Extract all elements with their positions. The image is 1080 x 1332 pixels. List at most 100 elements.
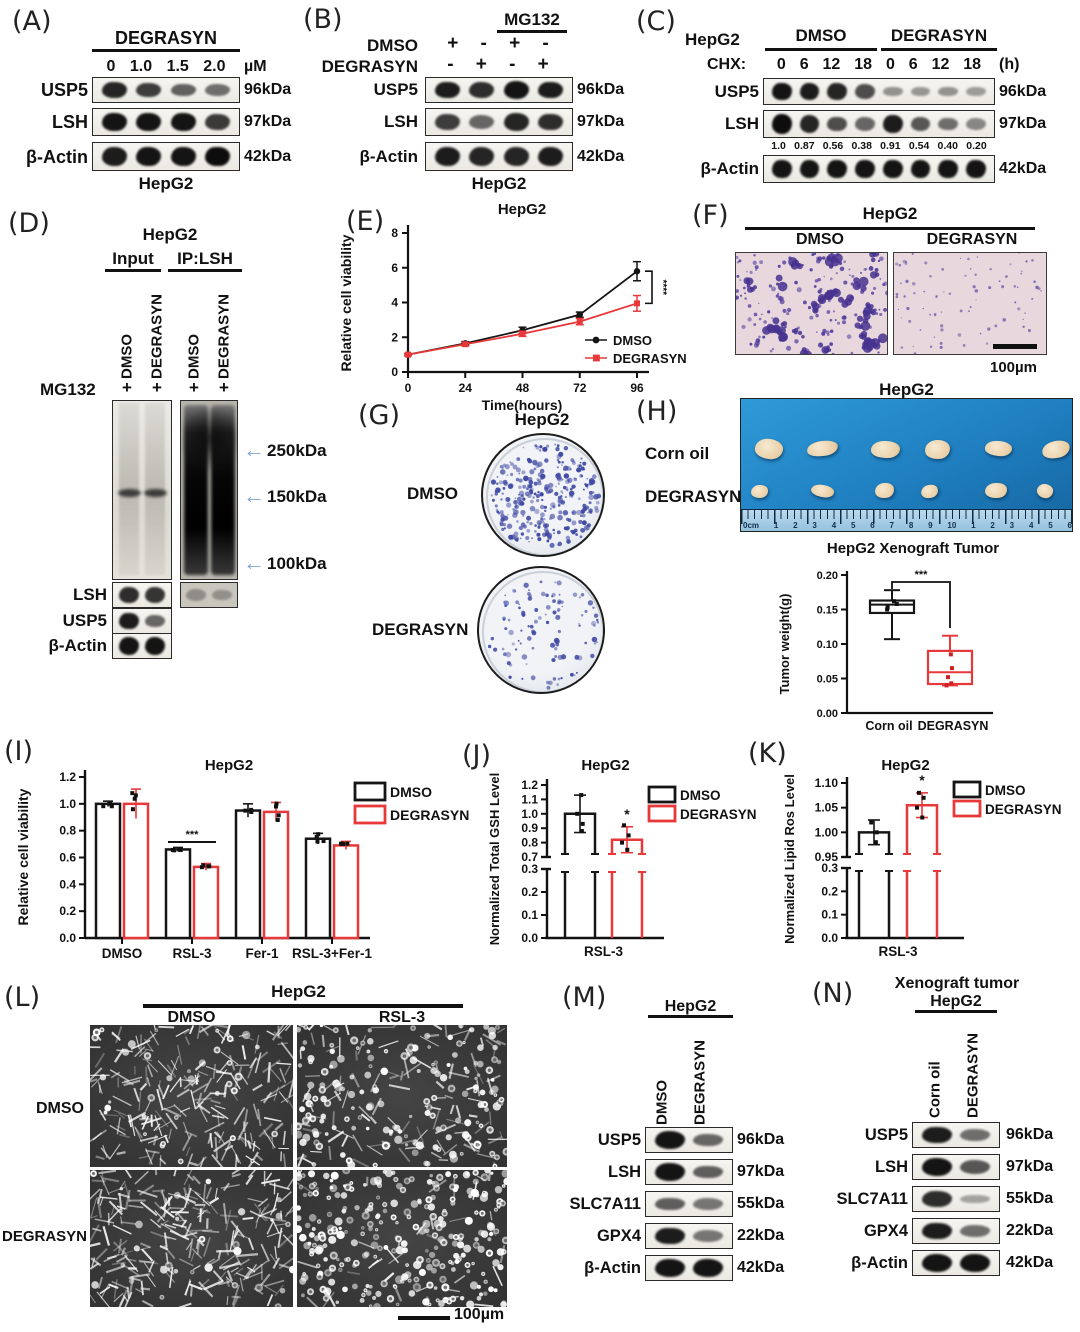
band-shape [693,1198,724,1210]
col-label-dmso: DMSO [167,1009,216,1026]
chart-title: HepG2 Xenograft Tumor [826,540,1000,557]
svg-text:0.20: 0.20 [817,570,838,582]
svg-text:DMSO: DMSO [680,788,721,803]
band-shape [921,1191,952,1207]
panel-label-k: (K) [748,738,787,769]
quant-value: 0.56 [822,140,844,152]
lane-label: Corn oil [926,1061,944,1118]
svg-text:0.8: 0.8 [59,824,76,838]
blot-β-Actin [645,1255,733,1281]
blot-GPX4 [645,1223,733,1249]
dose-value: 0 [106,58,116,75]
phase-image-dmso-dmso [90,1025,293,1167]
grouped-bar-svg: HepG2 Relative cell viability 0.0 0.2 0.4 0.6… [15,757,469,961]
ruler-number: 6 [870,521,875,530]
band-shape [102,112,128,132]
cell-line-title: HepG2 [915,993,997,1013]
blot-β-Actin [425,142,573,171]
box-plot-svg: 0.00 0.05 0.10 0.15 0.20 Tumor weight(g) *** Co… [777,569,993,733]
ruler-number: 1 [971,521,976,530]
cell-line-title: HepG2 [514,410,570,429]
panel-j-gsh-bar-chart: HepG2 Normalized Total GSH Level 0.0 0.1 0.2… [452,732,762,980]
band-shape [960,1254,991,1272]
band-shape [827,159,848,179]
ruler-number: 10 [947,521,957,530]
svg-text:0.6: 0.6 [59,851,76,865]
colony-dish-degrasyn [477,566,605,694]
panel-n-xenograft-blot: Xenograft tumor HepG2 Corn oil DEGRASYN USP5… [812,972,1080,1332]
band-shape [799,159,820,179]
input-gel-image [112,400,172,580]
ruler-number: 9 [928,521,933,530]
sign-value: + [475,54,487,75]
kda-label: 42kDa [244,147,292,165]
kda-label: 96kDa [999,82,1047,100]
band-shape [654,1163,685,1181]
kda-label: 97kDa [999,115,1047,132]
svg-text:0.05: 0.05 [817,674,838,686]
svg-text:48: 48 [516,381,530,395]
band-shape [119,612,139,630]
marker-label: 150kDa [267,487,327,506]
svg-text:2: 2 [391,330,398,344]
band-shape [960,1225,991,1237]
panel-label-f: (F) [692,200,729,231]
svg-text:0.4: 0.4 [59,877,76,891]
svg-text:Normalized Total GSH Level: Normalized Total GSH Level [487,773,502,945]
lane-label: DEGRASYN [148,293,166,379]
panel-f-transwell-images: HepG2 DMSO DEGRASYN 100µm [690,198,1080,393]
tumor-degrasyn [750,483,769,499]
panel-m-hepg2-blot: HepG2 DMSO DEGRASYN USP5 96kDa LSH 97kDa SLC7A1… [557,978,812,1332]
protein-label: β-Actin [359,146,418,166]
ruler-number: 7 [889,521,894,530]
svg-text:0: 0 [405,381,412,395]
mg132-sign: + [152,378,162,397]
band-shape [435,81,461,99]
cell-line-title: HepG2 [862,204,918,223]
broken-bar-svg: HepG2 Normalized Lipid Ros Level 0.0 0.1 0.2… [782,757,1062,959]
svg-text:1.00: 1.00 [815,825,839,839]
band-shape [855,159,875,179]
tumor-corn-oil [753,437,785,461]
tumor-degrasyn [874,482,896,500]
ip-group-title: IP:LSH [168,249,242,272]
blot-GPX4 [912,1218,1000,1244]
blot-USP5 [763,78,995,105]
svg-text:DMSO: DMSO [390,784,432,800]
cell-line-title: HepG2 [271,982,326,1001]
kda-label: 22kDa [737,1227,785,1244]
left-arrow-icon: ← [243,437,265,462]
mg132-label: MG132 [40,380,96,399]
quant-value: 0.38 [851,140,872,152]
scale-bar [993,344,1037,349]
phase-image-degrasyn-dmso [90,1170,293,1307]
cell-line-footer: HepG2 [471,174,527,193]
svg-text:Tumor weight(g): Tumor weight(g) [777,594,792,695]
blot-β-Actin [912,1250,1000,1276]
kda-label: 42kDa [999,160,1047,177]
svg-text:1.2: 1.2 [59,770,76,784]
timepoint-value: 0 [885,56,895,73]
condition-signs: - + - + [425,54,571,75]
dose-row: 0 1.0 1.5 2.0 [92,58,240,76]
kda-label: 42kDa [1006,1254,1054,1271]
transwell-image-degrasyn-svg [895,253,1042,354]
ruler-number: 3 [812,521,817,530]
timepoint-value: 12 [931,56,950,73]
transwell-image-degrasyn [893,252,1047,355]
band-shape [654,1131,685,1149]
svg-text:0: 0 [391,365,398,379]
panel-h-xenograft: HepG2 0cm 1 2 3 4 5 6 7 8 9 10 1 2 3 4 5 6 Corn oil DEGRASY… [633,380,1080,740]
band-shape [211,589,232,601]
ruler-number: 5 [1048,521,1053,530]
band-shape [855,117,875,131]
band-shape [204,146,230,167]
protein-label: β-Actin [851,1254,908,1272]
phase-image-dmso-rsl3 [297,1025,507,1167]
protein-label: LSH [608,1163,641,1181]
svg-text:0.3: 0.3 [821,861,838,875]
protein-label: β-Actin [584,1259,641,1277]
tumor-corn-oil [870,440,901,458]
line-chart-svg: HepG2 Relative cell viability Time(hours) 0… [338,201,687,413]
